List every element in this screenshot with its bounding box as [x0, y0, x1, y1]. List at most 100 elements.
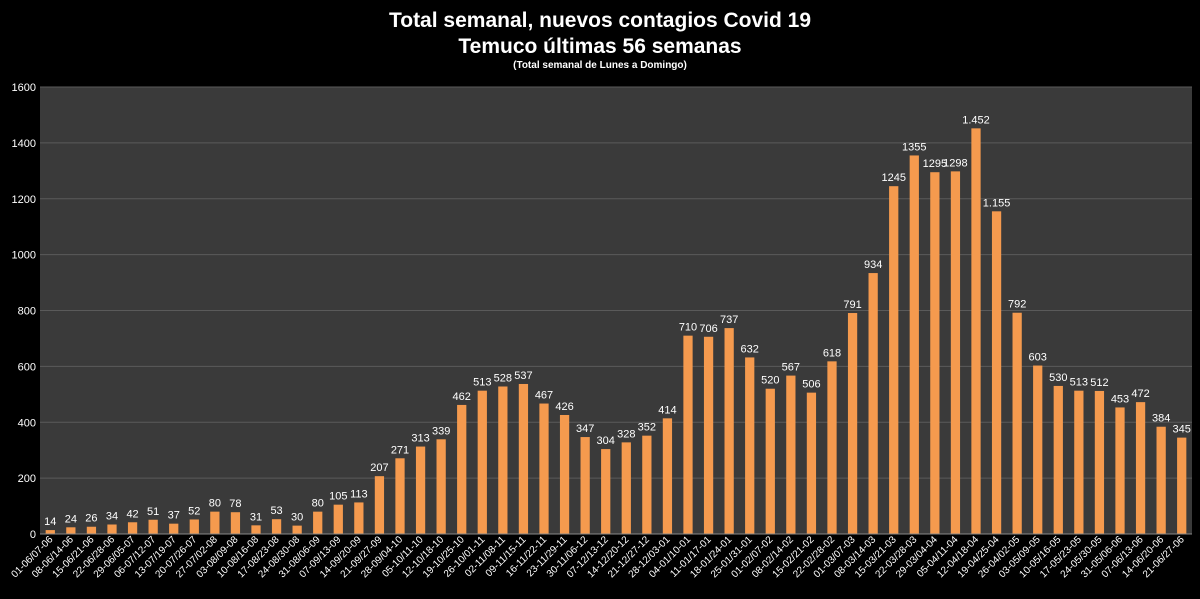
bar [1074, 390, 1084, 534]
data-label: 113 [350, 488, 368, 500]
data-label: 37 [168, 510, 180, 522]
bar [415, 446, 426, 534]
data-label: 271 [391, 444, 409, 456]
chart-title: Total semanal, nuevos contagios Covid 19 [388, 9, 812, 32]
data-label: 313 [411, 433, 429, 445]
bar [889, 186, 899, 534]
data-label: 105 [329, 491, 347, 503]
data-label: 603 [1029, 352, 1047, 364]
bar [395, 458, 405, 534]
data-label: 1.155 [983, 197, 1011, 209]
data-label: 34 [106, 511, 118, 523]
bar [950, 171, 961, 534]
data-label: 31 [250, 511, 262, 523]
bar [169, 523, 179, 534]
bar [148, 519, 158, 534]
data-label: 462 [453, 391, 471, 403]
data-label: 328 [617, 428, 635, 440]
bar [703, 336, 714, 534]
data-label: 632 [741, 343, 759, 355]
bar [1135, 402, 1146, 534]
bar [313, 511, 323, 534]
data-label: 1298 [943, 157, 967, 169]
data-label: 530 [1049, 372, 1067, 384]
bar [745, 357, 755, 534]
bar [457, 404, 467, 534]
bar [1033, 365, 1043, 534]
y-tick-label: 200 [18, 473, 36, 485]
data-label: 426 [555, 401, 573, 413]
bar [539, 403, 549, 534]
bar [107, 524, 117, 534]
y-tick-label: 0 [30, 529, 36, 541]
bar [210, 511, 220, 534]
data-label: 80 [312, 498, 324, 510]
bar [498, 386, 508, 534]
data-label: 51 [147, 506, 159, 518]
bar [518, 383, 529, 534]
bar [1115, 407, 1125, 534]
data-label: 453 [1111, 393, 1129, 405]
bar [621, 442, 631, 534]
data-label: 710 [679, 322, 697, 334]
bar [86, 526, 97, 534]
data-label: 528 [494, 372, 512, 384]
bar [354, 502, 364, 534]
data-label: 1355 [902, 141, 926, 153]
chart-note: (Total semanal de Lunes a Domingo) [513, 60, 687, 71]
data-label: 1245 [881, 172, 905, 184]
bar [127, 522, 138, 534]
data-label: 42 [126, 508, 138, 520]
bar [724, 328, 734, 534]
data-label: 24 [65, 513, 77, 525]
bar [1053, 385, 1063, 534]
data-label: 26 [85, 513, 97, 525]
y-tick-label: 1200 [12, 194, 36, 206]
y-tick-label: 800 [18, 306, 36, 318]
data-label: 791 [843, 299, 861, 311]
bar [662, 418, 673, 534]
y-tick-label: 600 [18, 361, 36, 373]
bars [45, 128, 1187, 534]
data-label: 506 [802, 379, 820, 391]
data-label: 345 [1173, 424, 1191, 436]
bar [436, 439, 446, 534]
bar [230, 512, 241, 534]
bar [333, 504, 343, 534]
data-label: 737 [720, 314, 738, 326]
bar [827, 361, 837, 534]
bar [66, 527, 76, 534]
data-label: 520 [761, 375, 779, 387]
data-label: 352 [638, 422, 656, 434]
data-label: 472 [1131, 388, 1149, 400]
data-label: 1.452 [962, 114, 990, 126]
bar [251, 525, 261, 534]
bar [189, 519, 199, 534]
bar [868, 273, 878, 534]
data-label: 934 [864, 259, 882, 271]
data-labels: 14 24 26 34 42 51 37 52 80 78 31 53 30 80 105 113 207271… [44, 114, 1191, 528]
data-label: 467 [535, 390, 553, 402]
bar [991, 211, 1002, 534]
data-label: 1295 [923, 158, 947, 170]
bar [909, 155, 919, 534]
data-label: 78 [229, 498, 241, 510]
bar [45, 530, 55, 534]
bar [642, 435, 652, 534]
bar [806, 392, 817, 534]
data-label: 706 [699, 323, 717, 335]
bar [930, 172, 940, 534]
data-label: 14 [44, 516, 56, 528]
bar [683, 335, 693, 534]
bar [1177, 437, 1187, 534]
y-tick-label: 1000 [12, 250, 36, 262]
data-label: 512 [1090, 377, 1108, 389]
bar [765, 388, 775, 534]
data-label: 339 [432, 425, 450, 437]
data-label: 30 [291, 512, 303, 524]
y-tick-label: 1400 [12, 138, 36, 150]
y-tick-label: 400 [18, 417, 36, 429]
data-label: 80 [209, 498, 221, 510]
bar [1094, 390, 1105, 534]
